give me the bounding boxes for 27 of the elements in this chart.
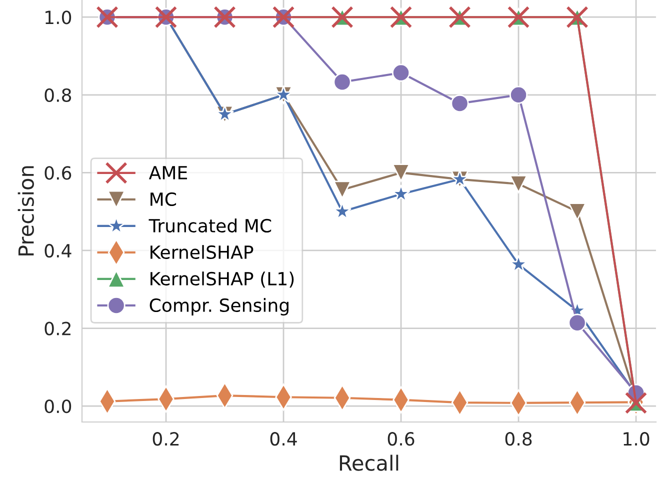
x-tick-label: 0.6	[388, 432, 414, 446]
y-tick-label: 0.8	[44, 88, 72, 102]
y-tick-label: 0.2	[44, 322, 70, 336]
y-tick-label: 1.0	[46, 10, 72, 24]
x-tick-label: 0.4	[270, 432, 297, 446]
point	[450, 94, 469, 112]
point	[509, 174, 528, 193]
legend-label: KernelSHAP (L1)	[150, 272, 294, 288]
y-tick-label: 0.6	[44, 166, 72, 180]
legend-label: KernelSHAP	[150, 245, 254, 260]
x-tick-label: 0.2	[152, 432, 179, 446]
y-tick-label: 0.4	[44, 244, 72, 258]
y-axis-title: Precision	[18, 166, 34, 256]
point	[333, 73, 352, 92]
point	[509, 86, 528, 104]
point	[392, 164, 410, 182]
x-tick-label: 1.0	[624, 432, 650, 446]
legend-label: Compr. Sensing	[150, 298, 288, 316]
point	[568, 314, 586, 332]
point	[568, 202, 586, 221]
point	[392, 64, 410, 82]
y-tick-label: 0.0	[44, 400, 72, 414]
x-tick-label: 0.8	[505, 432, 532, 446]
legend-label: AME	[148, 166, 187, 180]
legend-label: Truncated MC	[148, 218, 272, 233]
legend-label: MC	[150, 192, 176, 206]
x-axis-title: Recall	[340, 454, 398, 471]
